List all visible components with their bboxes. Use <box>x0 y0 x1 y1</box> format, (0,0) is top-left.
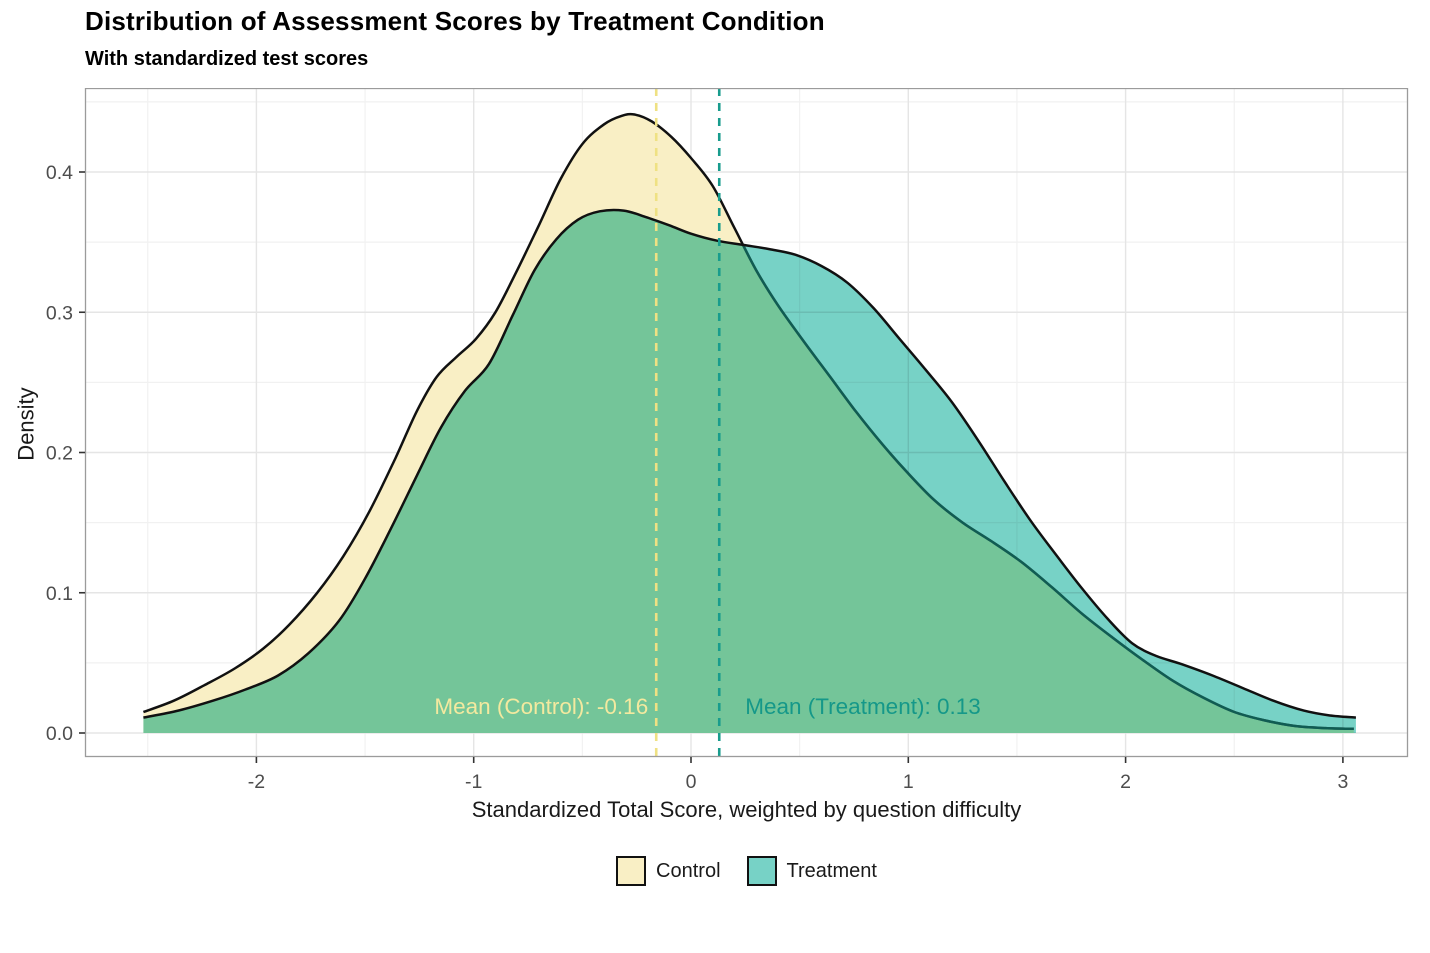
x-tick-label: 2 <box>1120 771 1131 793</box>
chart-title: Distribution of Assessment Scores by Tre… <box>85 6 825 36</box>
legend-item-treatment: Treatment <box>746 856 877 886</box>
legend-label-control: Control <box>656 859 721 882</box>
legend-swatch-treatment <box>746 856 777 886</box>
legend: Control Treatment <box>85 856 1408 886</box>
density-curve-treatment <box>143 208 1357 719</box>
chart-subtitle: With standardized test scores <box>85 48 369 70</box>
y-tick-label: 0.0 <box>46 723 73 745</box>
x-tick-label: -1 <box>465 771 482 793</box>
plot-area: Mean (Control): -0.16 Mean (Treatment): 0… <box>46 88 1409 793</box>
x-tick-label: -2 <box>248 771 265 793</box>
y-tick-label: 0.3 <box>46 302 73 324</box>
legend-item-control: Control <box>616 856 721 886</box>
panel: Mean (Control): -0.16 Mean (Treatment): 0… <box>46 88 1409 793</box>
x-tick-label: 3 <box>1337 771 1348 793</box>
y-tick-label: 0.1 <box>46 583 73 605</box>
density-area-treatment <box>143 209 1356 733</box>
x-tick-label: 0 <box>686 771 697 793</box>
panel-border <box>84 88 1409 758</box>
legend-swatch-control <box>616 856 647 886</box>
y-tick-label: 0.2 <box>46 443 73 465</box>
legend-label-treatment: Treatment <box>786 859 877 882</box>
x-tick-label: 1 <box>903 771 914 793</box>
y-axis-title: Density <box>13 387 39 461</box>
y-tick-label: 0.4 <box>46 162 73 184</box>
x-axis-title: Standardized Total Score, weighted by qu… <box>471 797 1022 822</box>
mean-annotation-control: Mean (Control): -0.16 <box>434 694 648 719</box>
mean-annotation-treatment: Mean (Treatment): 0.13 <box>745 694 981 719</box>
